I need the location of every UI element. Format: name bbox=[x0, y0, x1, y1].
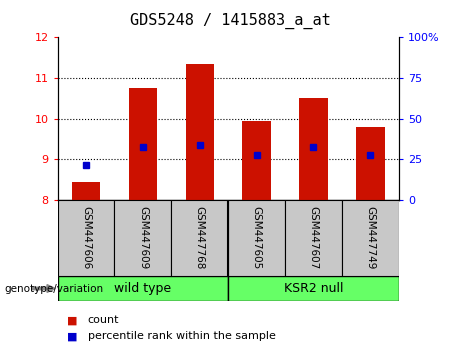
Bar bbox=[242, 121, 271, 200]
Bar bbox=[58, 200, 114, 276]
Bar bbox=[228, 200, 285, 276]
Bar bbox=[72, 182, 100, 200]
Text: GDS5248 / 1415883_a_at: GDS5248 / 1415883_a_at bbox=[130, 12, 331, 29]
Text: GSM447606: GSM447606 bbox=[81, 206, 91, 270]
Bar bbox=[299, 98, 328, 200]
Text: count: count bbox=[88, 315, 119, 325]
Bar bbox=[356, 127, 384, 200]
Text: genotype/variation: genotype/variation bbox=[5, 284, 104, 293]
Text: GSM447749: GSM447749 bbox=[365, 206, 375, 270]
Text: ■: ■ bbox=[67, 315, 77, 325]
Bar bbox=[114, 200, 171, 276]
Text: GSM447607: GSM447607 bbox=[308, 206, 319, 270]
Text: GSM447609: GSM447609 bbox=[138, 206, 148, 270]
Bar bbox=[342, 200, 399, 276]
Text: GSM447768: GSM447768 bbox=[195, 206, 205, 270]
Bar bbox=[228, 276, 399, 301]
Bar bbox=[58, 276, 228, 301]
Text: GSM447605: GSM447605 bbox=[252, 206, 262, 270]
Text: KSR2 null: KSR2 null bbox=[284, 282, 343, 295]
Bar bbox=[129, 88, 157, 200]
Bar bbox=[285, 200, 342, 276]
Text: ■: ■ bbox=[67, 331, 77, 341]
Bar bbox=[171, 200, 228, 276]
Text: wild type: wild type bbox=[114, 282, 171, 295]
Text: percentile rank within the sample: percentile rank within the sample bbox=[88, 331, 276, 341]
Bar bbox=[185, 64, 214, 200]
